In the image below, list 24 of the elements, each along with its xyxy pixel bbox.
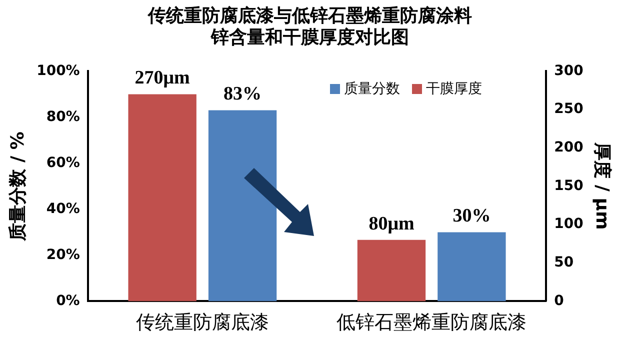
chart-title: 传统重防腐底漆与低锌石墨烯重防腐涂料锌含量和干膜厚度对比图 bbox=[147, 5, 472, 48]
data-label: 30% bbox=[452, 206, 491, 227]
data-label: 270μm bbox=[134, 68, 190, 89]
legend-label: 干膜厚度 bbox=[426, 80, 482, 98]
y-axis-title: 质量分数 / % bbox=[7, 132, 28, 242]
y2-tick-label: 150 bbox=[554, 178, 584, 194]
y2-axis-title: 厚度 / μm bbox=[592, 142, 613, 230]
y2-tick-label: 300 bbox=[554, 62, 584, 79]
y2-tick-label: 0 bbox=[554, 292, 564, 309]
y2-tick-label: 250 bbox=[554, 101, 584, 118]
x-tick-label: 传统重防腐底漆 bbox=[136, 312, 269, 334]
y2-tick-label: 200 bbox=[554, 140, 584, 156]
data-label: 80μm bbox=[368, 213, 414, 234]
y-tick-label: 100% bbox=[36, 62, 80, 79]
y2-tick-label: 100 bbox=[554, 216, 584, 232]
y-tick-label: 60% bbox=[46, 154, 80, 171]
legend-label: 质量分数 bbox=[344, 80, 400, 98]
y-tick-label: 0% bbox=[56, 292, 80, 309]
y-tick-label: 80% bbox=[46, 108, 80, 125]
y-tick-label: 40% bbox=[46, 200, 80, 217]
y-tick-label: 20% bbox=[46, 246, 80, 263]
data-label: 83% bbox=[224, 84, 262, 105]
y2-tick-label: 50 bbox=[554, 254, 574, 271]
x-tick-label: 低锌石墨烯重防腐底漆 bbox=[336, 312, 527, 334]
